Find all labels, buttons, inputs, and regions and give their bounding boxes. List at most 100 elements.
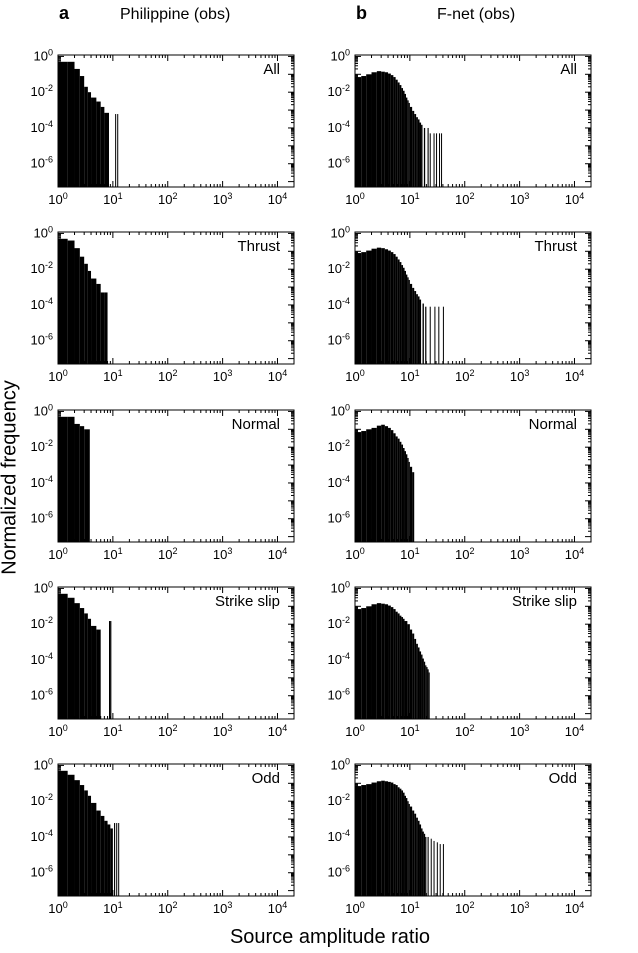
bar-a-strike-slip-5 [87, 618, 92, 719]
bar-b-normal-16 [406, 454, 408, 542]
bar-b-normal-11 [397, 438, 400, 542]
bar-a-strike-slip-6 [91, 625, 97, 719]
bar-a-normal-4 [84, 429, 90, 542]
bar-b-all-30 [436, 133, 438, 187]
bar-b-all-23 [417, 119, 420, 187]
panel-label-b-normal: Normal [529, 416, 577, 433]
x-tick-label-b-odd-3: 103 [510, 900, 529, 916]
bar-b-all-7 [388, 73, 391, 187]
bar-b-strike-slip-17 [409, 629, 413, 719]
bar-a-strike-slip-0 [58, 593, 68, 719]
bar-b-thrust-14 [403, 267, 405, 364]
y-tick-label-a-thrust-6: 10-6 [31, 332, 53, 348]
bar-a-all-6 [91, 97, 97, 187]
bar-b-all-21 [414, 114, 417, 187]
bar-b-normal-10 [395, 436, 398, 542]
bar-a-all-10 [115, 114, 117, 187]
bar-b-all-20 [412, 110, 415, 187]
bar-b-thrust-0 [355, 253, 362, 364]
bar-b-all-22 [416, 117, 418, 187]
bar-a-strike-slip-4 [84, 613, 88, 719]
bar-b-thrust-26 [425, 306, 427, 364]
bar-b-strike-slip-2 [366, 606, 372, 719]
y-tick-label-b-thrust-4: 10-4 [328, 296, 350, 312]
bar-b-normal-6 [384, 426, 389, 542]
bar-b-all-10 [395, 79, 398, 187]
bar-b-thrust-1 [361, 252, 367, 364]
bar-b-odd-21 [414, 813, 417, 896]
x-tick-label-a-all-2: 102 [158, 191, 177, 207]
bar-b-normal-19 [409, 466, 413, 542]
bar-b-thrust-22 [416, 294, 418, 364]
bar-b-thrust-16 [406, 274, 408, 364]
bar-b-strike-slip-9 [393, 609, 396, 719]
panel-label-a-normal: Normal [232, 416, 280, 433]
bar-a-odd-6 [91, 802, 97, 896]
y-tick-label-a-all-4: 10-4 [31, 119, 53, 135]
bar-b-normal-17 [407, 457, 409, 542]
bar-b-strike-slip-21 [417, 647, 420, 719]
bar-b-strike-slip-22 [419, 651, 422, 719]
bar-b-normal-4 [376, 425, 382, 542]
panel-label-b-strike-slip: Strike slip [512, 593, 577, 610]
x-tick-label-b-all-1: 101 [400, 191, 419, 207]
bar-a-all-8 [100, 106, 105, 187]
x-tick-label-a-odd-1: 101 [103, 900, 122, 916]
y-tick-label-b-all-4: 10-4 [328, 119, 350, 135]
bar-b-all-8 [390, 75, 394, 187]
bar-b-odd-5 [381, 780, 385, 896]
bar-b-strike-slip-27 [426, 667, 428, 719]
bar-b-all-24 [419, 122, 422, 187]
bar-b-strike-slip-3 [371, 604, 377, 719]
bar-b-normal-15 [404, 451, 406, 542]
bar-b-all-2 [366, 74, 372, 187]
y-tick-label-a-odd-6: 10-6 [31, 864, 53, 880]
bar-b-odd-15 [404, 795, 406, 896]
bar-a-all-2 [74, 68, 80, 187]
bar-b-thrust-9 [393, 254, 396, 364]
x-tick-label-a-all-1: 101 [103, 191, 122, 207]
bar-a-odd-9 [104, 820, 108, 896]
bar-b-odd-25 [421, 828, 423, 896]
bar-a-thrust-4 [84, 263, 88, 364]
panel-label-a-thrust: Thrust [237, 238, 280, 255]
bar-a-normal-2 [74, 423, 80, 542]
y-tick-label-a-all-2: 10-2 [31, 83, 53, 99]
bar-b-odd-2 [366, 784, 372, 896]
x-tick-label-a-strike-slip-4: 104 [268, 723, 287, 739]
x-tick-label-b-odd-0: 100 [345, 900, 364, 916]
y-tick-label-a-odd-4: 10-4 [31, 828, 53, 844]
x-tick-label-b-odd-2: 102 [455, 900, 474, 916]
panel-label-b-thrust: Thrust [534, 238, 577, 255]
panel-label-a-all: All [263, 61, 280, 78]
bar-b-odd-16 [406, 798, 408, 896]
bar-b-all-25 [421, 124, 423, 187]
y-tick-label-b-normal-0: 100 [331, 402, 350, 418]
bar-a-odd-0 [58, 770, 68, 896]
x-tick-label-a-strike-slip-0: 100 [48, 723, 67, 739]
bar-b-normal-7 [388, 427, 391, 542]
bar-a-odd-5 [87, 795, 92, 896]
bar-b-all-19 [409, 106, 413, 187]
bar-b-odd-19 [409, 806, 413, 896]
bar-b-odd-22 [416, 817, 418, 896]
x-tick-label-b-thrust-4: 104 [565, 368, 584, 384]
y-tick-label-a-strike-slip-2: 10-2 [31, 615, 53, 631]
x-tick-label-b-all-0: 100 [345, 191, 364, 207]
bar-b-thrust-7 [388, 250, 391, 364]
x-tick-label-a-all-0: 100 [48, 191, 67, 207]
y-tick-label-b-odd-4: 10-4 [328, 828, 350, 844]
x-tick-label-b-normal-0: 100 [345, 546, 364, 562]
bar-b-normal-13 [401, 444, 404, 542]
bar-b-all-14 [403, 90, 405, 187]
bar-a-thrust-3 [79, 256, 85, 364]
bar-b-thrust-23 [417, 296, 420, 364]
bar-b-odd-33 [439, 844, 441, 896]
y-tick-label-b-thrust-0: 100 [331, 224, 350, 240]
plot-frame-b-strike-slip [354, 586, 592, 720]
bar-b-odd-0 [355, 786, 362, 896]
plot-frame-a-normal [57, 409, 295, 543]
bar-b-odd-6 [384, 781, 389, 896]
bar-b-thrust-19 [409, 283, 413, 364]
bar-a-strike-slip-7 [96, 629, 101, 719]
